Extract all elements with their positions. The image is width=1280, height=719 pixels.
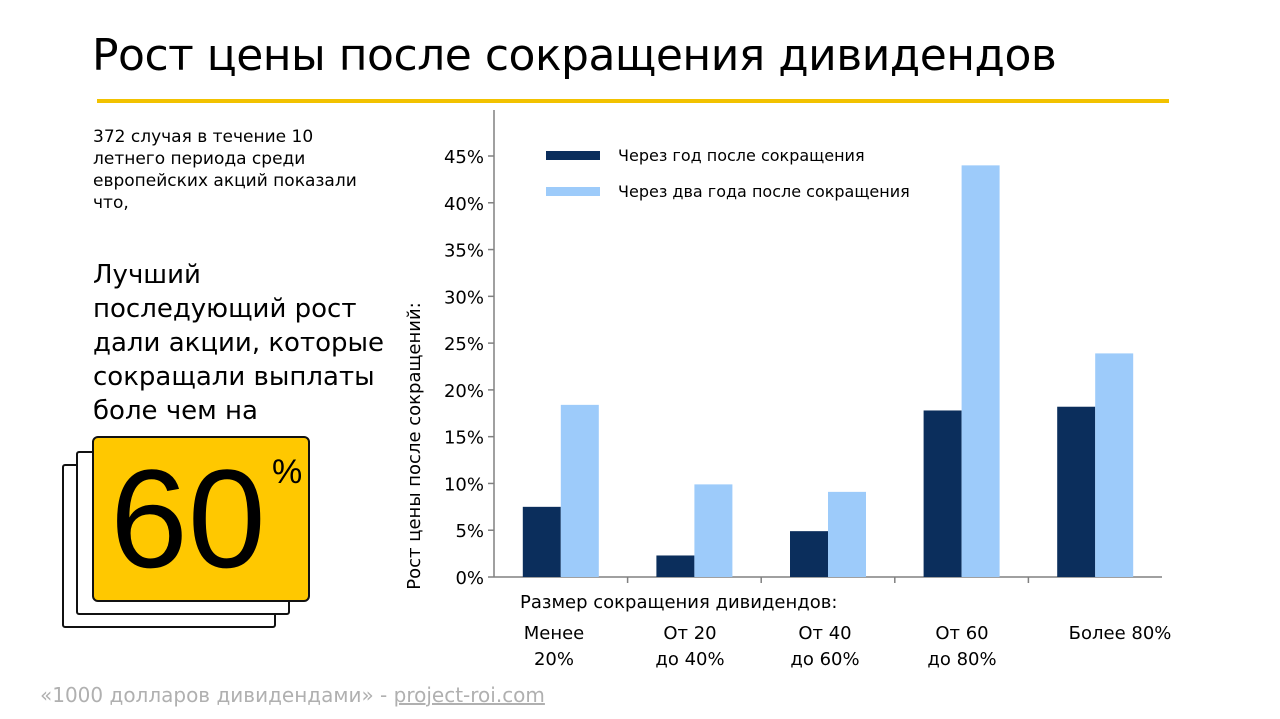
bar-two-year-2 (694, 484, 733, 577)
x-tick-label: 20% (534, 649, 574, 670)
legend-label-2: Через два года после сокращения (618, 182, 910, 201)
x-tick-label: до 80% (927, 649, 996, 670)
bar-one-year-5 (1057, 406, 1096, 577)
bar-two-year-3 (828, 491, 866, 577)
bar-two-year-5 (1095, 353, 1134, 577)
highlight-text: Лучший последующий рост дали акции, кото… (93, 260, 385, 426)
x-tick-label: От 20 (663, 623, 716, 644)
x-tick-label: до 60% (790, 649, 859, 670)
x-tick-label: до 40% (655, 649, 724, 670)
footer: «1000 долларов дивидендами» - project-ro… (40, 683, 545, 707)
badge-value: 60 (110, 440, 266, 597)
y-tick-label: 20% (444, 381, 484, 402)
x-tick-label: Более 80% (1069, 623, 1172, 644)
footer-text: «1000 долларов дивидендами» - (40, 683, 394, 707)
legend-swatch-2 (546, 187, 600, 196)
x-tick-label: Менее (524, 623, 585, 644)
x-tick-label: От 60 (935, 623, 988, 644)
y-tick-label: 5% (455, 521, 484, 542)
y-tick-label: 15% (444, 428, 484, 449)
x-axis-label: Размер сокращения дивидендов: (520, 592, 837, 613)
footer-link[interactable]: project-roi.com (393, 683, 545, 707)
y-tick-label: 40% (444, 194, 484, 215)
y-tick-label: 10% (444, 474, 484, 495)
sixty-percent-badge: 60 % (92, 436, 310, 602)
y-tick-label: 45% (444, 147, 484, 168)
legend-label-1: Через год после сокращения (618, 146, 865, 165)
x-tick-label: От 40 (798, 623, 851, 644)
y-tick-label: 0% (455, 568, 484, 589)
y-tick-label: 25% (444, 334, 484, 355)
legend-swatch-1 (546, 151, 600, 160)
y-tick-label: 30% (444, 287, 484, 308)
title-underline (97, 99, 1169, 103)
bar-one-year-4 (923, 410, 962, 577)
intro-text: 372 случая в течение 10 летнего периода … (93, 127, 357, 213)
page-title: Рост цены после сокращения дивидендов (92, 30, 1057, 81)
bar-two-year-4 (961, 165, 1000, 577)
y-axis-label: Рост цены после сокращений: (404, 302, 425, 589)
bar-two-year-1 (560, 404, 599, 577)
bar-one-year-1 (522, 506, 561, 577)
badge-unit: % (272, 453, 303, 491)
y-tick-label: 35% (444, 241, 484, 262)
bar-one-year-3 (790, 531, 828, 577)
bar-one-year-2 (656, 555, 695, 577)
